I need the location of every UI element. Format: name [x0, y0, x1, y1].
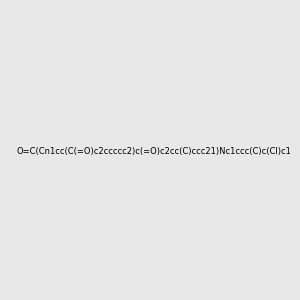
- Text: O=C(Cn1cc(C(=O)c2ccccc2)c(=O)c2cc(C)ccc21)Nc1ccc(C)c(Cl)c1: O=C(Cn1cc(C(=O)c2ccccc2)c(=O)c2cc(C)ccc2…: [16, 147, 291, 156]
